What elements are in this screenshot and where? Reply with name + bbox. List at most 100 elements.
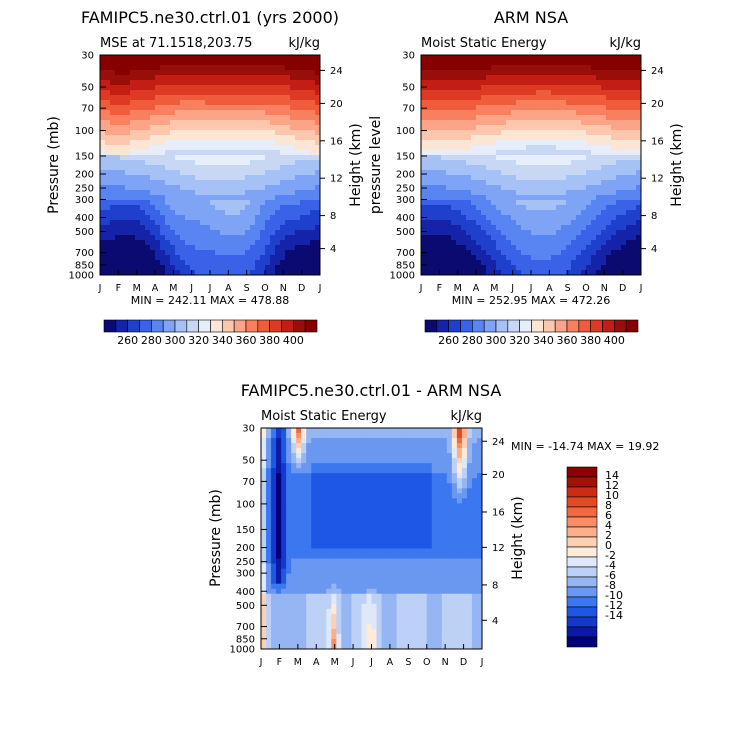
cell-obs-24-6 <box>451 175 457 181</box>
cell-obs-20-15 <box>496 155 502 161</box>
cell-obs-17-12 <box>481 140 487 146</box>
cell-model-1-5 <box>125 60 131 66</box>
cell-model-33-16 <box>180 220 186 226</box>
y2tick-label-model-4: 8 <box>330 211 336 222</box>
cell-obs-36-25 <box>546 235 552 241</box>
cell-diff-10-41 <box>466 478 473 484</box>
cell-obs-39-40 <box>621 250 627 256</box>
cell-model-20-10 <box>150 155 156 161</box>
cell-obs-23-22 <box>531 170 537 176</box>
cell-diff-18-24 <box>381 518 387 524</box>
cell-model-26-12 <box>160 185 166 191</box>
cell-diff-12-9 <box>306 488 312 494</box>
cell-model-34-9 <box>145 225 151 231</box>
cell-obs-19-25 <box>546 150 552 156</box>
cell-obs-20-21 <box>526 155 532 161</box>
cell-model-5-26 <box>230 80 236 86</box>
cell-obs-36-6 <box>451 235 457 241</box>
cell-obs-43-17 <box>506 270 512 275</box>
cell-obs-12-32 <box>581 115 587 121</box>
cell-model-42-18 <box>190 265 196 271</box>
cell-obs-38-38 <box>611 245 617 251</box>
cell-obs-23-42 <box>631 170 637 176</box>
cell-obs-41-0 <box>421 260 427 266</box>
cell-obs-39-21 <box>526 250 532 256</box>
cell-model-15-26 <box>230 130 236 136</box>
cell-model-17-24 <box>220 140 226 146</box>
cell-diff-8-0 <box>261 468 267 474</box>
cell-model-38-24 <box>220 245 226 251</box>
cell-model-39-16 <box>180 250 186 256</box>
cell-model-25-17 <box>185 180 191 186</box>
cell-model-23-17 <box>185 170 191 176</box>
cell-obs-3-2 <box>431 70 437 76</box>
cell-obs-12-43 <box>636 115 641 121</box>
cell-obs-2-18 <box>511 65 517 71</box>
cell-model-22-25 <box>225 165 231 171</box>
cell-model-20-24 <box>220 155 226 161</box>
colorbar-box-model-5 <box>162 319 176 333</box>
cell-model-34-16 <box>180 225 186 231</box>
cell-model-18-25 <box>225 145 231 151</box>
cell-model-5-17 <box>185 80 191 86</box>
cell-obs-34-39 <box>616 225 622 231</box>
cell-model-7-36 <box>280 90 286 96</box>
cell-diff-11-3 <box>276 483 282 489</box>
cell-model-42-25 <box>225 265 231 271</box>
cell-obs-25-25 <box>546 180 552 186</box>
cell-model-12-6 <box>130 115 136 121</box>
cell-obs-16-22 <box>531 135 537 141</box>
cell-diff-7-26 <box>391 463 398 469</box>
cell-diff-7-18 <box>351 463 357 469</box>
cell-obs-36-0 <box>421 235 427 241</box>
cell-diff-11-14 <box>331 483 337 489</box>
cell-model-22-17 <box>185 165 191 171</box>
cell-model-33-32 <box>260 220 266 226</box>
cell-model-23-41 <box>305 170 311 176</box>
cell-diff-17-22 <box>371 513 377 519</box>
cell-model-23-39 <box>295 170 301 176</box>
cell-diff-18-40 <box>461 518 468 524</box>
cell-obs-17-42 <box>631 140 637 146</box>
cell-obs-39-29 <box>566 250 572 256</box>
cell-obs-34-40 <box>621 225 627 231</box>
cell-diff-5-41 <box>466 453 473 459</box>
cell-obs-22-35 <box>596 165 602 171</box>
cell-model-39-2 <box>110 250 116 256</box>
cell-model-22-23 <box>215 165 221 171</box>
cell-obs-3-7 <box>456 70 462 76</box>
cell-model-5-8 <box>140 80 146 86</box>
cell-model-24-15 <box>175 175 181 181</box>
cell-model-7-17 <box>185 90 191 96</box>
cell-model-40-4 <box>120 255 126 261</box>
cell-model-42-14 <box>170 265 176 271</box>
cell-obs-3-14 <box>491 70 497 76</box>
cell-diff-7-7 <box>296 463 302 469</box>
cell-model-22-32 <box>260 165 266 171</box>
cell-obs-41-36 <box>601 260 607 266</box>
cell-obs-38-25 <box>546 245 552 251</box>
cell-obs-40-43 <box>636 255 641 261</box>
cell-model-42-40 <box>300 265 306 271</box>
cell-diff-11-29 <box>406 483 413 489</box>
cell-obs-24-4 <box>441 175 447 181</box>
cell-diff-16-12 <box>321 508 327 514</box>
cell-obs-33-19 <box>516 220 522 226</box>
cell-obs-29-5 <box>446 200 452 206</box>
cell-obs-3-10 <box>471 70 477 76</box>
colorbar-box-model-12 <box>245 319 259 333</box>
cell-model-2-43 <box>315 65 320 71</box>
cell-model-41-14 <box>170 260 176 266</box>
cell-obs-5-42 <box>631 80 637 86</box>
cell-obs-19-3 <box>436 150 442 156</box>
cell-diff-3-23 <box>376 443 382 449</box>
cell-model-7-4 <box>120 90 126 96</box>
cell-model-35-36 <box>280 230 286 236</box>
cell-diff-9-18 <box>351 473 357 479</box>
cell-model-4-31 <box>255 75 261 81</box>
cell-obs-40-39 <box>616 255 622 261</box>
cell-diff-16-37 <box>446 508 453 514</box>
cell-obs-4-18 <box>511 75 517 81</box>
cell-obs-9-28 <box>561 100 567 106</box>
cell-obs-43-3 <box>436 270 442 275</box>
